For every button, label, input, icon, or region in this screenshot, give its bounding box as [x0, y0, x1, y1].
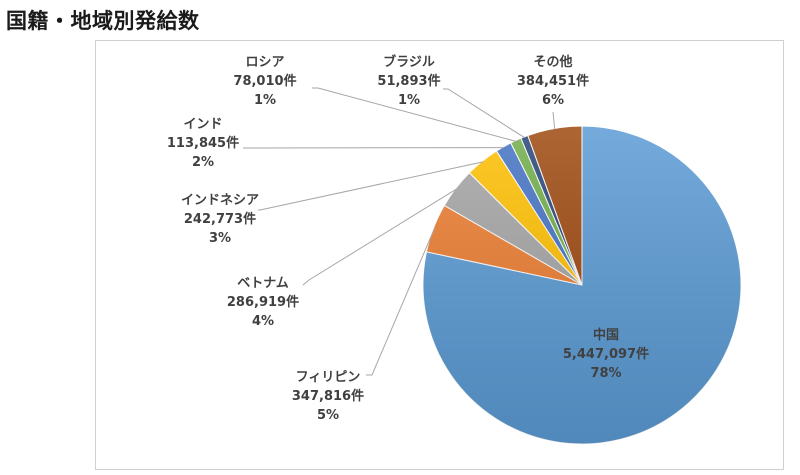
pie-slices: [422, 125, 742, 445]
leader-line-indonesia: [258, 161, 484, 211]
slice-label-percent: 6%: [542, 93, 564, 108]
label-india: インド 113,845件 2%: [167, 117, 239, 170]
slice-label-count: 5,447,097件: [563, 346, 649, 362]
slice-label-percent: 5%: [317, 408, 339, 423]
leader-lines: [243, 87, 556, 376]
slice-label-name: ロシア: [245, 55, 284, 70]
leader-line-other: [552, 111, 556, 130]
slice-label-percent: 3%: [209, 231, 231, 246]
slice-label-name: 中国: [593, 327, 619, 343]
label-philippines: フィリピン 347,816件 5%: [292, 370, 364, 423]
label-russia: ロシア 78,010件 1%: [233, 55, 296, 108]
slice-label-name: フィリピン: [296, 370, 361, 385]
slice-label-name: その他: [533, 54, 572, 70]
slice-label-name: ブラジル: [383, 54, 435, 70]
slice-label-count: 347,816件: [292, 388, 364, 404]
page-title: 国籍・地域別発給数: [6, 9, 200, 33]
leader-line-brazil: [443, 88, 525, 139]
leader-line-vietnam: [302, 188, 457, 286]
slice-label-count: 78,010件: [233, 73, 296, 89]
slice-label-percent: 2%: [192, 155, 214, 170]
slice-label-name: ベトナム: [237, 276, 289, 291]
slice-label-count: 51,893件: [377, 73, 440, 89]
slice-label-percent: 78%: [590, 366, 621, 381]
label-other: その他 384,451件 6%: [517, 54, 589, 108]
label-brazil: ブラジル 51,893件 1%: [377, 54, 440, 108]
slice-label-percent: 1%: [254, 93, 276, 108]
leader-line-russia: [312, 87, 517, 142]
label-indonesia: インドネシア 242,773件 3%: [181, 193, 259, 246]
slice-label-count: 384,451件: [517, 73, 589, 89]
slice-label-percent: 1%: [398, 93, 420, 108]
slice-label-name: インド: [183, 117, 222, 132]
slice-label-count: 113,845件: [167, 135, 239, 151]
slice-label-count: 286,919件: [227, 294, 299, 310]
label-china: 中国 5,447,097件 78%: [563, 327, 649, 381]
label-vietnam: ベトナム 286,919件 4%: [227, 276, 299, 329]
slice-label-percent: 4%: [252, 314, 274, 329]
slice-label-name: インドネシア: [181, 193, 259, 208]
leader-line-philippines: [366, 228, 435, 376]
slice-label-count: 242,773件: [184, 211, 256, 227]
